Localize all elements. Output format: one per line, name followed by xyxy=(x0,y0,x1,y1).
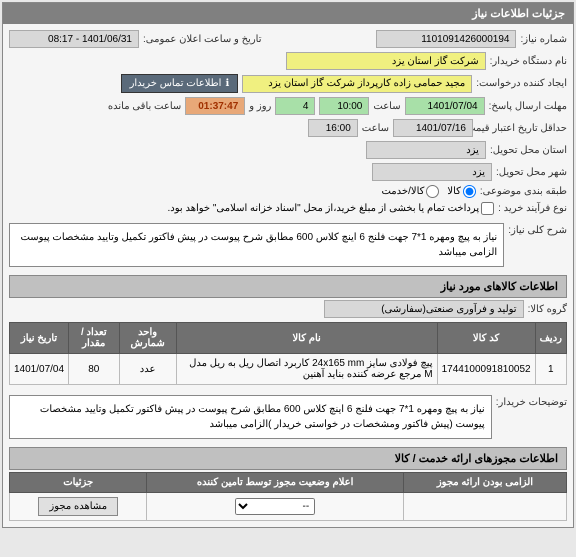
permit-details-cell: مشاهده مجوز xyxy=(10,493,147,521)
permits-th-details: جزئیات xyxy=(10,473,147,493)
goods-table: ردیفکد کالانام کالاواحد شمارشتعداد / مقد… xyxy=(9,322,567,385)
goods-info-title: اطلاعات کالاهای مورد نیاز xyxy=(9,275,567,298)
contact-link[interactable]: ℹ اطلاعات تماس خریدار xyxy=(121,74,239,93)
hour-label-1: ساعت xyxy=(373,101,400,112)
permits-th-status: اعلام وضعیت مجوز توسط تامین کننده xyxy=(147,473,404,493)
table-cell: 80 xyxy=(69,354,119,385)
radio-khadmat-input[interactable] xyxy=(426,185,439,198)
days-left: 4 xyxy=(275,97,315,115)
radio-kala-input[interactable] xyxy=(463,185,476,198)
requester-label: ایجاد کننده درخواست: xyxy=(476,78,567,89)
deadline-label: مهلت ارسال پاسخ: xyxy=(489,101,567,112)
requester-field: مجید حمامی زاده کارپرداز شرکت گاز استان … xyxy=(242,75,472,93)
treasury-checkbox-label: پرداخت تمام یا بخشی از مبلغ خرید،از محل … xyxy=(168,203,480,214)
goods-th: ردیف xyxy=(535,323,566,354)
need-no-field: 1101091426000194 xyxy=(376,30,516,48)
category-radios: کالا کالا/خدمت xyxy=(381,185,475,198)
time-left: 01:37:47 xyxy=(185,97,245,115)
table-cell: 1744100091810052 xyxy=(437,354,535,385)
province-field: یزد xyxy=(366,141,486,159)
info-icon: ℹ xyxy=(225,78,229,89)
city-label: شهر محل تحویل: xyxy=(496,167,567,178)
pub-date-label: تاریخ و ساعت اعلان عمومی: xyxy=(143,34,262,45)
permit-row: -- مشاهده مجوز xyxy=(10,493,567,521)
permit-mandatory-cell xyxy=(403,493,566,521)
category-label: طبقه بندی موضوعی: xyxy=(480,186,567,197)
buyer-field: شرکت گاز استان یزد xyxy=(286,52,486,70)
need-no-label: شماره نیاز: xyxy=(520,34,567,45)
goods-th: واحد شمارش xyxy=(119,323,176,354)
goods-th: تاریخ نیاز xyxy=(10,323,69,354)
table-cell: پیچ فولادی سایز 24x165 mm کاربرد اتصال ر… xyxy=(176,354,437,385)
radio-kala-label: کالا xyxy=(447,186,461,197)
table-row: 11744100091810052پیچ فولادی سایز 24x165 … xyxy=(10,354,567,385)
goods-th: نام کالا xyxy=(176,323,437,354)
radio-khadmat[interactable]: کالا/خدمت xyxy=(381,185,439,198)
validity-label: حداقل تاریخ اعتبار قیمت تا تاریخ: xyxy=(477,123,567,134)
need-desc-box: نیاز به پیچ ومهره 1*7 جهت فلنج 6 اینچ کل… xyxy=(9,223,504,267)
validity-time: 16:00 xyxy=(308,119,358,137)
hour-label-2: ساعت xyxy=(362,123,389,134)
province-label: استان محل تحویل: xyxy=(490,145,567,156)
city-field: یزد xyxy=(372,163,492,181)
pub-date-field: 1401/06/31 - 08:17 xyxy=(9,30,139,48)
contact-link-text: اطلاعات تماس خریدار xyxy=(130,78,222,89)
permits-title: اطلاعات مجوزهای ارائه خدمت / کالا xyxy=(9,447,567,470)
buyer-notes-box: نیاز به پیچ ومهره 1*7 جهت فلنج 6 اینچ کل… xyxy=(9,395,492,439)
table-cell: عدد xyxy=(119,354,176,385)
treasury-checkbox[interactable] xyxy=(481,202,494,215)
table-cell: 1 xyxy=(535,354,566,385)
validity-date: 1401/07/16 xyxy=(393,119,473,137)
goods-group-label: گروه کالا: xyxy=(528,304,567,315)
goods-group-field: تولید و فرآوری صنعتی(سفارشی) xyxy=(324,300,524,318)
table-cell: 1401/07/04 xyxy=(10,354,69,385)
permit-status-cell: -- xyxy=(147,493,404,521)
day-and-label: روز و xyxy=(249,101,271,112)
permits-table: الزامی بودن ارائه مجوز اعلام وضعیت مجوز … xyxy=(9,472,567,521)
view-permit-button[interactable]: مشاهده مجوز xyxy=(38,497,118,516)
need-desc-label: شرح کلی نیاز: xyxy=(508,219,567,236)
deadline-date: 1401/07/04 xyxy=(405,97,485,115)
deadline-time: 10:00 xyxy=(319,97,369,115)
panel-title: جزئیات اطلاعات نیاز xyxy=(3,3,573,24)
permits-th-mandatory: الزامی بودن ارائه مجوز xyxy=(403,473,566,493)
remaining-label: ساعت باقی مانده xyxy=(108,101,181,112)
goods-th: کد کالا xyxy=(437,323,535,354)
radio-kala[interactable]: کالا xyxy=(447,185,476,198)
main-panel: جزئیات اطلاعات نیاز شماره نیاز: 11010914… xyxy=(2,2,574,528)
permit-status-select[interactable]: -- xyxy=(235,498,315,515)
buyer-label: نام دستگاه خریدار: xyxy=(490,56,567,67)
buytype-label: نوع فرآیند خرید : xyxy=(498,203,567,214)
goods-th: تعداد / مقدار xyxy=(69,323,119,354)
treasury-checkbox-item[interactable]: پرداخت تمام یا بخشی از مبلغ خرید،از محل … xyxy=(168,202,495,215)
radio-khadmat-label: کالا/خدمت xyxy=(381,186,424,197)
buyer-notes-label: توضیحات خریدار: xyxy=(496,391,567,408)
